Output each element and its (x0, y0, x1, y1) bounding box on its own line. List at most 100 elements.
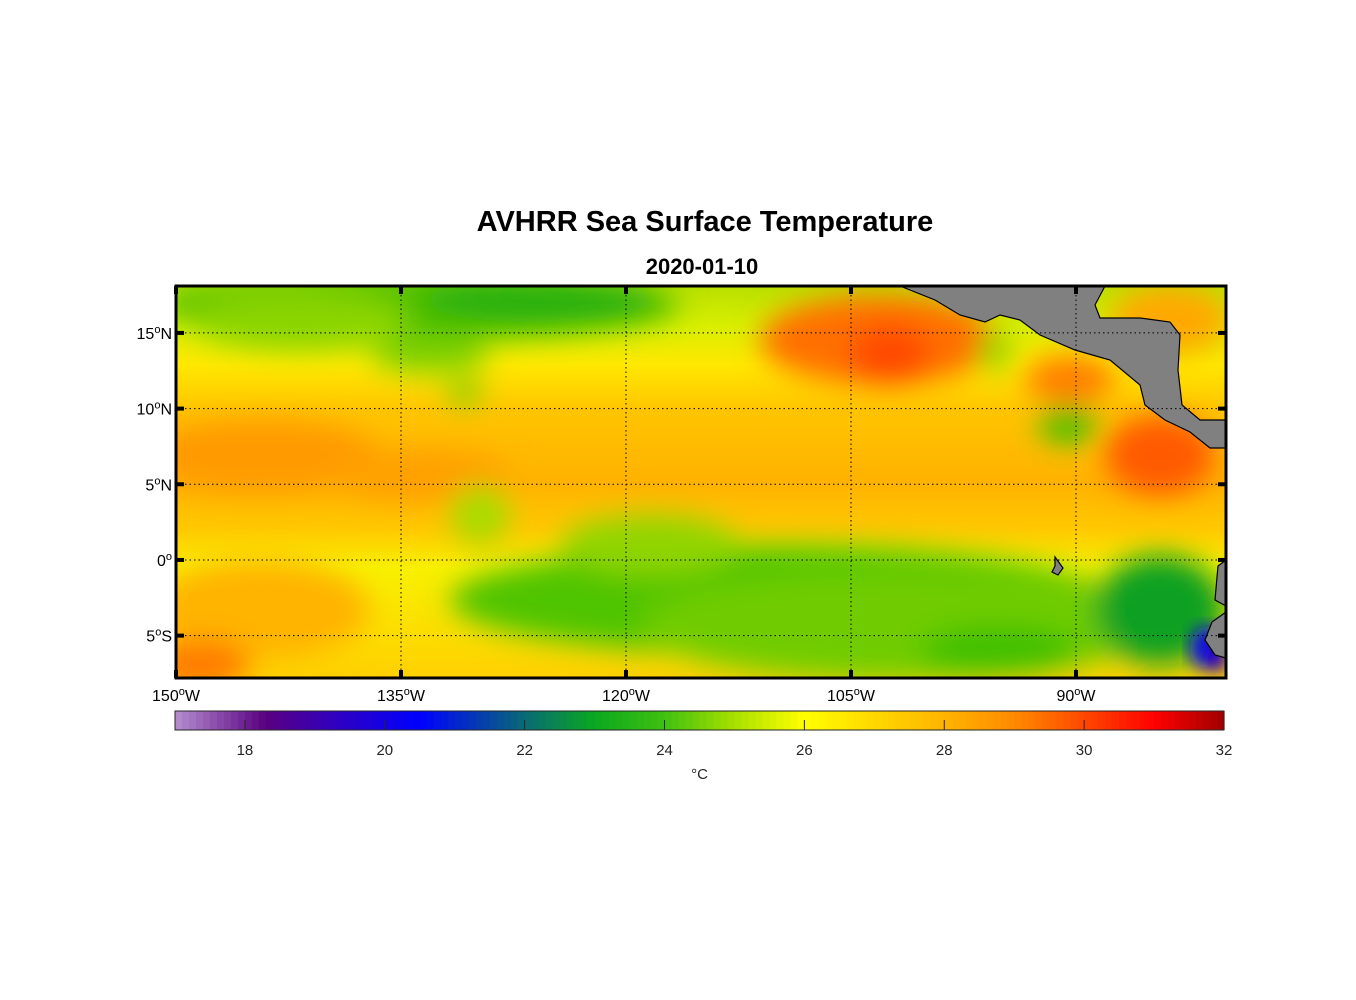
colorbar-tick-label: 20 (376, 742, 393, 759)
colorbar-segment (489, 711, 498, 730)
colorbar-segment (545, 711, 554, 730)
colorbar-segment (1147, 711, 1155, 730)
colorbar-segment (531, 711, 540, 730)
colorbar-segment (706, 711, 715, 730)
colorbar-segment (825, 711, 833, 730)
colorbar-segment (335, 711, 344, 730)
colorbar-segment (524, 711, 533, 730)
colorbar-segment (258, 711, 267, 730)
colorbar-segment (1210, 711, 1218, 730)
colorbar-segment (510, 711, 519, 730)
colorbar-segment (349, 711, 358, 730)
colorbar-segment (636, 711, 645, 730)
colorbar-segment (244, 711, 253, 730)
colorbar-segment (1098, 711, 1106, 730)
colorbar-tick-label: 22 (516, 742, 533, 759)
colorbar-segment (1063, 711, 1071, 730)
colorbar-segment (433, 711, 442, 730)
colorbar-segment (986, 711, 994, 730)
colorbar-segment (398, 711, 407, 730)
colorbar-segment (265, 711, 274, 730)
colorbar-segment (426, 711, 435, 730)
colorbar-segment (202, 711, 211, 730)
colorbar-segment (615, 711, 624, 730)
colorbar-segment (321, 711, 330, 730)
colorbar-segment (552, 711, 561, 730)
colorbar-segment (867, 711, 875, 730)
colorbar-segment (811, 711, 819, 730)
colorbar-segment (1126, 711, 1134, 730)
colorbar-segment (881, 711, 889, 730)
colorbar-segment (860, 711, 868, 730)
colorbar-segment (727, 711, 736, 730)
colorbar-segment (328, 711, 337, 730)
colorbar-segment (916, 711, 924, 730)
colorbar-segment (286, 711, 295, 730)
colorbar-segment (1007, 711, 1015, 730)
colorbar-segment (1091, 711, 1099, 730)
colorbar-tick-label: 24 (656, 742, 673, 759)
colorbar-segment (447, 711, 456, 730)
colorbar-segment (923, 711, 931, 730)
colorbar-segment (1028, 711, 1036, 730)
colorbar-segment (622, 711, 631, 730)
lat-label: 0o (157, 551, 172, 570)
colorbar-segment (1154, 711, 1162, 730)
colorbar-segment (384, 711, 393, 730)
colorbar-segment (664, 711, 673, 730)
colorbar-segment (181, 711, 190, 730)
colorbar-tick-label: 28 (936, 742, 953, 759)
colorbar-segment (188, 711, 197, 730)
lon-label: 135oW (377, 686, 426, 705)
colorbar-segment (503, 711, 512, 730)
colorbar-segment (1070, 711, 1078, 730)
colorbar-segment (1077, 711, 1085, 730)
colorbar-segment (475, 711, 484, 730)
colorbar-segment (650, 711, 659, 730)
colorbar-segment (573, 711, 582, 730)
colorbar-segment (937, 711, 945, 730)
lat-label: 10oN (137, 400, 172, 419)
colorbar-segment (979, 711, 987, 730)
lon-label: 105oW (827, 686, 876, 705)
colorbar-segment (1112, 711, 1120, 730)
chart-subtitle: 2020-01-10 (645, 254, 759, 279)
colorbar-segment (657, 711, 666, 730)
colorbar-segment (1049, 711, 1057, 730)
colorbar-segment (797, 711, 805, 730)
colorbar-segment (1119, 711, 1127, 730)
colorbar-tick-label: 30 (1076, 742, 1093, 759)
colorbar-segment (699, 711, 708, 730)
sst-field (176, 286, 1226, 678)
map-axes: 150oW 135oW 120oW 105oW 90oW 15oN 10oN 5oN 0o 5oS (137, 286, 1226, 705)
colorbar-segment (895, 711, 903, 730)
colorbar-segment (454, 711, 463, 730)
colorbar-segment (1175, 711, 1183, 730)
colorbar-segment (629, 711, 638, 730)
colorbar-segment (846, 711, 854, 730)
colorbar-segment (468, 711, 477, 730)
colorbar-segment (363, 711, 372, 730)
colorbar-segment (1217, 711, 1225, 730)
colorbar-segment (461, 711, 470, 730)
colorbar-segment (741, 711, 750, 730)
colorbar-segment (1133, 711, 1141, 730)
colorbar-segment (783, 711, 792, 730)
colorbar-segment (790, 711, 799, 730)
colorbar-segment (1105, 711, 1113, 730)
colorbar-segment (272, 711, 281, 730)
colorbar-segment (370, 711, 379, 730)
lon-label: 150oW (152, 686, 201, 705)
south-america-land (1214, 559, 1226, 607)
colorbar: 18 20 22 24 26 28 30 32 °C (174, 710, 1232, 783)
colorbar-segment (755, 711, 764, 730)
colorbar-segment (930, 711, 938, 730)
colorbar-segment (748, 711, 757, 730)
colorbar-segment (720, 711, 729, 730)
colorbar-segment (1189, 711, 1197, 730)
colorbar-segment (804, 711, 812, 730)
colorbar-segment (377, 711, 386, 730)
colorbar-segment (307, 711, 316, 730)
colorbar-segment (888, 711, 896, 730)
